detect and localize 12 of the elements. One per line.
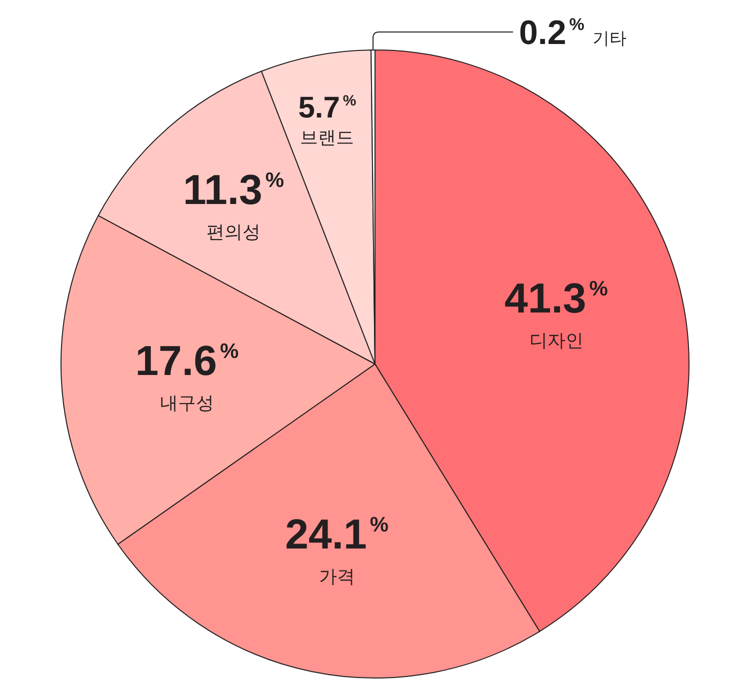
data-label: 41.3$^{%}$ xyxy=(504,274,608,322)
slice-label: 브랜드 xyxy=(300,127,354,148)
slice-label: 기타 xyxy=(592,29,626,48)
data-label: 11.3$^{%}$ xyxy=(182,166,284,214)
data-label: 17.6$^{%}$ xyxy=(135,337,239,384)
data-label: 24.1$^{%}$ xyxy=(285,510,389,558)
slice-label: 가격 xyxy=(318,566,355,586)
slice-label: 편의성 xyxy=(206,222,261,242)
data-label: 0.2$^{%}$ xyxy=(519,14,584,52)
slice-label: 내구성 xyxy=(160,393,214,414)
data-label: 5.7$^{%}$ xyxy=(298,91,356,124)
slice-label: 디자인 xyxy=(529,330,584,351)
